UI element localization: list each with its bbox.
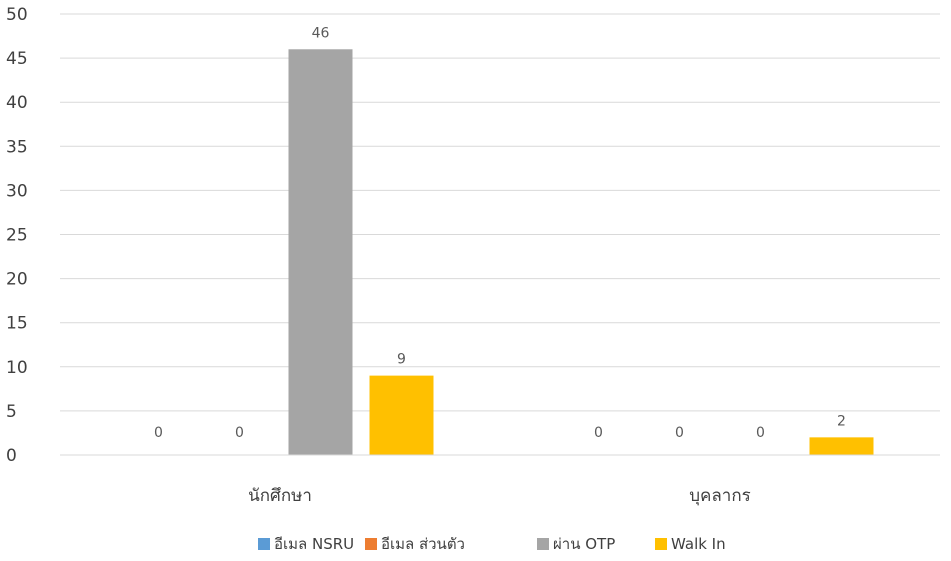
legend-label: ผ่าน OTP <box>553 535 615 553</box>
legend: อีเมล NSRU อีเมล ส่วนตัว ผ่าน OTP Walk In <box>258 535 726 553</box>
legend-label: อีเมล NSRU <box>274 535 354 553</box>
y-tick-label: 50 <box>6 5 28 25</box>
bar <box>288 49 353 455</box>
data-label: 0 <box>235 425 244 441</box>
data-label: 0 <box>594 425 603 441</box>
y-tick-label: 20 <box>6 270 28 290</box>
bars <box>288 49 874 455</box>
legend-label: อีเมล ส่วนตัว <box>381 535 465 553</box>
bar <box>809 437 874 455</box>
x-category-label: นักศึกษา <box>248 486 312 506</box>
data-label: 0 <box>756 425 765 441</box>
x-category-label: บุคลากร <box>689 486 751 506</box>
legend-swatch <box>258 538 270 550</box>
y-tick-label: 10 <box>6 358 28 378</box>
legend-swatch <box>537 538 549 550</box>
y-tick-label: 5 <box>6 402 17 422</box>
data-label: 0 <box>154 425 163 441</box>
x-axis: นักศึกษา บุคลากร <box>60 454 940 506</box>
y-tick-label: 45 <box>6 49 28 69</box>
data-label: 9 <box>397 352 406 368</box>
data-label: 0 <box>675 425 684 441</box>
y-tick-label: 0 <box>6 446 17 466</box>
y-tick-label: 40 <box>6 93 28 113</box>
legend-swatch <box>365 538 377 550</box>
y-tick-label: 30 <box>6 181 28 201</box>
y-axis: 0 5 10 15 20 25 30 35 40 45 50 <box>6 5 28 466</box>
y-tick-label: 35 <box>6 137 28 157</box>
bar <box>369 375 434 455</box>
data-labels: 0 0 46 9 0 0 0 2 <box>154 25 846 441</box>
gridlines <box>60 13 940 456</box>
data-label: 2 <box>837 413 846 429</box>
y-tick-label: 15 <box>6 314 28 334</box>
legend-swatch <box>655 538 667 550</box>
legend-label: Walk In <box>671 535 726 553</box>
y-tick-label: 25 <box>6 226 28 246</box>
data-label: 46 <box>312 25 330 41</box>
